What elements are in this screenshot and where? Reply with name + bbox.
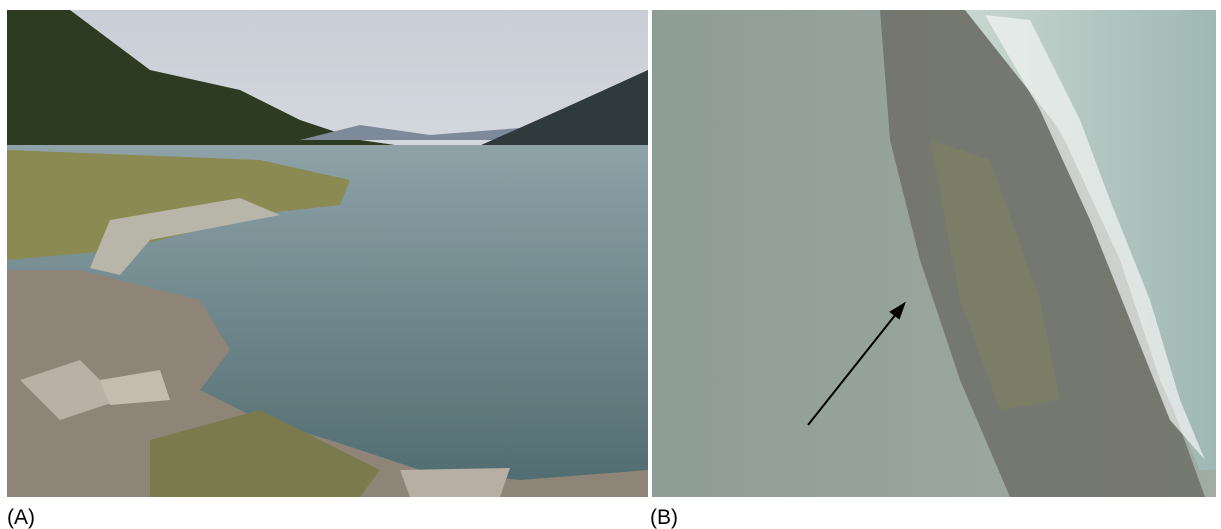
panel-label: (B) <box>650 506 678 529</box>
photo-b <box>652 10 1216 497</box>
photo-a <box>7 10 648 497</box>
panel-label: (A) <box>7 506 35 529</box>
arrow-head <box>889 301 906 320</box>
arrow <box>807 308 901 426</box>
